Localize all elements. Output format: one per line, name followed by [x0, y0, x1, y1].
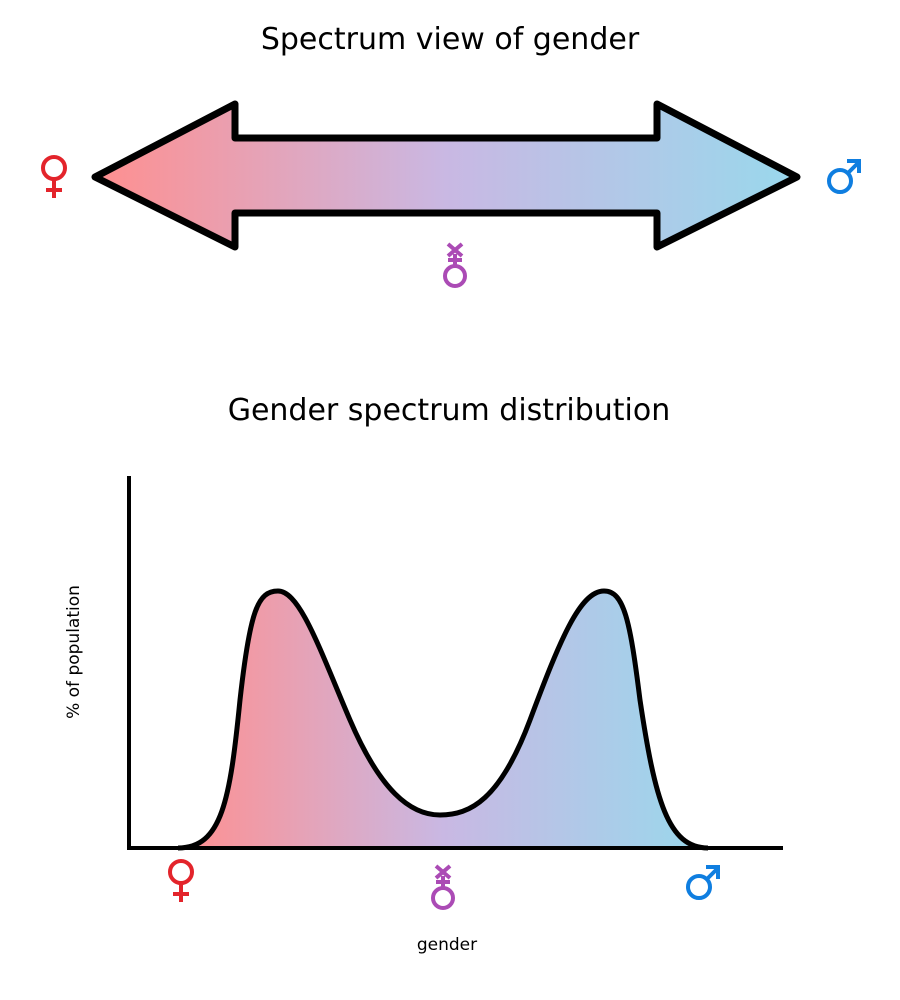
- bottom-female-symbol: [168, 859, 194, 904]
- double-arrow: [91, 100, 801, 251]
- distribution-fill: [178, 591, 708, 848]
- y-axis-label: % of population: [64, 585, 84, 719]
- top-intersex-symbol: [443, 242, 467, 288]
- top-title: Spectrum view of gender: [261, 22, 640, 57]
- top-female-symbol: [41, 155, 67, 200]
- x-axis-label: gender: [417, 935, 477, 955]
- bottom-intersex-symbol: [431, 864, 455, 910]
- bottom-title: Gender spectrum distribution: [228, 393, 671, 428]
- top-male-symbol: [827, 159, 861, 194]
- bottom-male-symbol: [686, 865, 720, 900]
- distribution-curve: [177, 588, 709, 851]
